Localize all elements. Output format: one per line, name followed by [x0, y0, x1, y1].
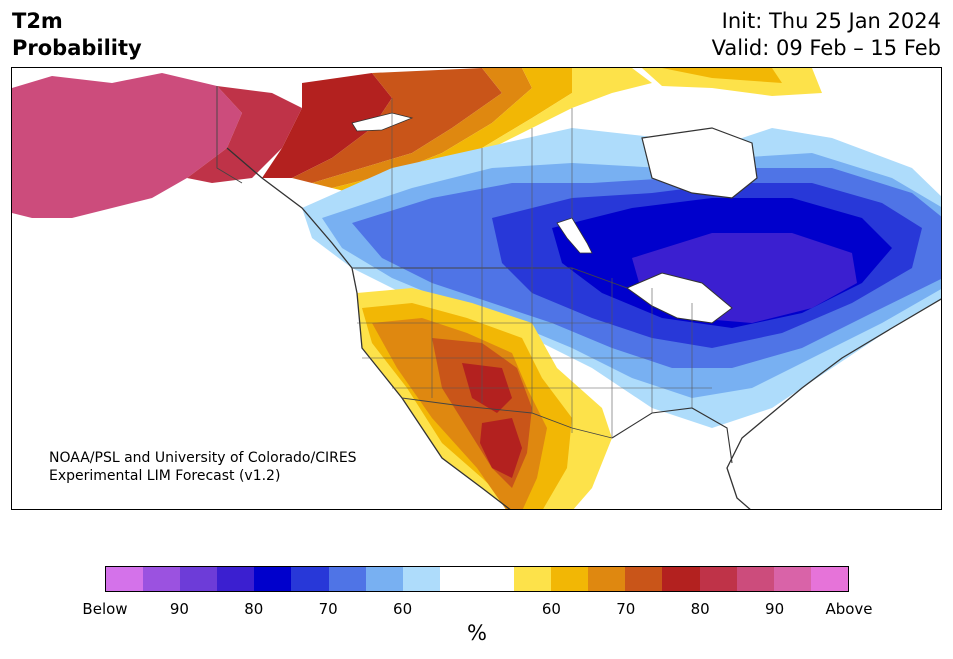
colorbar-tick-label: Below: [82, 600, 128, 618]
nw-canada-orange: [292, 68, 502, 183]
us-canada-border: [352, 267, 628, 289]
colorbar-tick-label: Above: [825, 600, 873, 618]
colorbar-segment: [514, 567, 552, 591]
alaska-above-region: [12, 73, 242, 218]
nw-canada-yellow: [352, 68, 652, 193]
east-coastline: [726, 298, 941, 509]
valid-date: Valid: 09 Feb – 15 Feb: [711, 36, 941, 60]
arctic-yellow: [642, 68, 822, 96]
forecast-credit: NOAA/PSL and University of Colorado/CIRE…: [49, 449, 357, 485]
title-line-2: Probability: [12, 36, 142, 60]
colorbar-tick-label: 90: [169, 600, 189, 618]
colorbar-segment: [328, 567, 366, 591]
great-lakes: [625, 272, 733, 324]
colorbar-segment: [625, 567, 663, 591]
hudson-bay: [641, 127, 758, 199]
colorbar-segment: [662, 567, 700, 591]
map-panel: [11, 67, 942, 510]
colorbar-segment: [106, 567, 144, 591]
west-coastline: [226, 147, 511, 509]
init-date: Init: Thu 25 Jan 2024: [721, 9, 941, 33]
colorbar-segment: [476, 567, 515, 591]
colorbar-segment: [254, 567, 292, 591]
colorbar-tick-label: 90: [765, 600, 785, 618]
sw-red-2: [480, 418, 522, 478]
credit-line-1: NOAA/PSL and University of Colorado/CIRE…: [49, 450, 357, 466]
forecast-dates: Init: Thu 25 Jan 2024 Valid: 09 Feb – 15…: [712, 8, 941, 62]
nw-canada-tan: [312, 68, 532, 188]
colorbar-tick-label: 70: [616, 600, 636, 618]
province-lines: [391, 98, 573, 268]
colorbar-segment: [551, 567, 589, 591]
colorbar-segment: [773, 567, 811, 591]
colorbar-tick-label: 80: [244, 600, 264, 618]
title-line-1: T2m: [12, 9, 63, 33]
colorbar-tick-label: 70: [318, 600, 338, 618]
colorbar-tick-label: 60: [541, 600, 561, 618]
colorbar-segment: [143, 567, 181, 591]
credit-line-2: Experimental LIM Forecast (v1.2): [49, 468, 281, 484]
great-slave-lake: [351, 112, 414, 132]
colorbar-segment: [810, 567, 848, 591]
nw-canada-gold: [332, 68, 572, 193]
colorbar-tick-label: 60: [393, 600, 413, 618]
alaska-border: [216, 86, 243, 184]
colorbar-segment: [291, 567, 329, 591]
colorbar-segment: [588, 567, 626, 591]
arctic-gold: [662, 68, 782, 83]
colorbar-tick-label: 80: [690, 600, 710, 618]
probability-map: [12, 68, 941, 509]
colorbar-segment: [699, 567, 737, 591]
colorbar-segment: [439, 567, 477, 591]
colorbar-segment: [736, 567, 774, 591]
colorbar-segment: [180, 567, 218, 591]
alaska-red-band: [187, 86, 302, 183]
map-title: T2m Probability: [12, 8, 142, 62]
colorbar-segment: [402, 567, 440, 591]
colorbar-segment: [365, 567, 403, 591]
colorbar-unit: %: [467, 621, 487, 645]
probability-colorbar: [105, 566, 849, 592]
state-lines: [357, 268, 712, 438]
colorbar-segment: [217, 567, 255, 591]
nw-canada-red: [262, 73, 392, 178]
